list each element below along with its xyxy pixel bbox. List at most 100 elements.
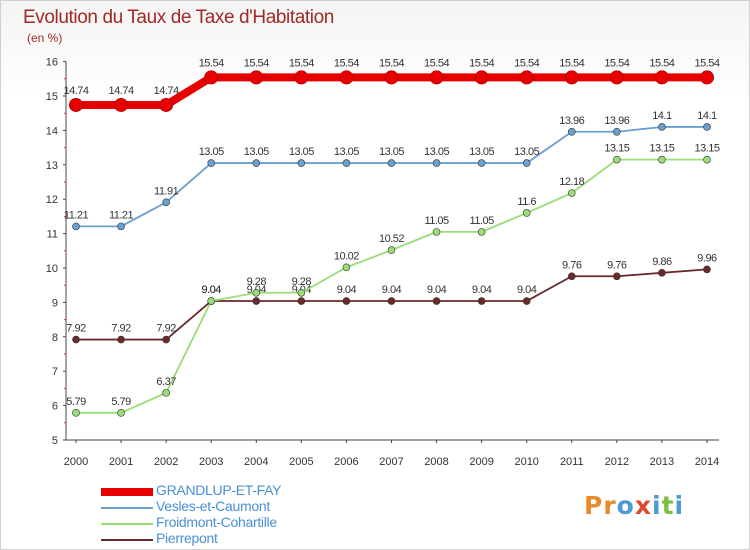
data-label: 11.91 (154, 185, 179, 197)
data-label: 13.15 (604, 143, 629, 155)
data-label: 14.74 (63, 85, 88, 97)
y-tick-label: 8 (52, 332, 58, 344)
data-point (72, 335, 80, 344)
data-label: 15.54 (604, 57, 629, 69)
data-label: 9.28 (247, 276, 267, 288)
y-tick-label: 9 (52, 297, 58, 309)
data-label: 14.1 (652, 110, 672, 122)
data-point (117, 222, 125, 231)
data-point (162, 335, 170, 344)
data-point (432, 297, 441, 305)
data-point (387, 297, 396, 305)
data-label: 13.05 (424, 146, 449, 158)
data-point (519, 70, 534, 85)
x-tick-label: 2008 (424, 456, 448, 468)
data-point (114, 97, 129, 112)
logo-letter: x (634, 491, 652, 520)
chart-subtitle: (en %) (27, 31, 63, 45)
data-label: 7.92 (66, 323, 86, 335)
data-label: 10.02 (334, 250, 359, 262)
data-label: 15.54 (469, 57, 494, 69)
data-point (162, 389, 170, 397)
data-point (658, 123, 666, 131)
data-label: 9.28 (292, 276, 312, 288)
data-label: 11.21 (64, 209, 89, 221)
y-tick-label: 11 (47, 229, 58, 241)
logo-letter: t (661, 491, 675, 520)
data-point (477, 297, 486, 305)
data-label: 15.54 (334, 57, 359, 69)
data-label: 9.96 (697, 252, 717, 264)
proxiti-logo: Proxiti (584, 491, 684, 520)
data-label: 11.05 (470, 215, 495, 227)
data-label: 9.04 (427, 284, 447, 296)
x-tick-label: 2002 (154, 456, 178, 468)
data-label: 15.54 (694, 57, 719, 69)
data-point (387, 159, 396, 167)
logo-letter: i (652, 491, 662, 520)
data-label: 11.05 (424, 215, 449, 227)
data-point (474, 70, 489, 85)
data-label: 14.74 (109, 85, 134, 97)
data-label: 13.05 (199, 146, 224, 158)
data-label: 13.96 (559, 115, 584, 127)
data-point (252, 288, 261, 297)
data-point (252, 297, 261, 305)
data-label: 9.04 (382, 284, 402, 296)
data-point (613, 155, 621, 164)
data-point (658, 269, 666, 277)
data-point (117, 335, 125, 344)
data-label: 12.18 (559, 176, 584, 188)
y-tick-label: 15 (46, 91, 58, 103)
data-label: 9.04 (337, 284, 357, 296)
logo-letter: i (674, 491, 685, 520)
chart-title: Evolution du Taux de Taxe d'Habitation (23, 7, 334, 28)
data-label: 15.54 (559, 57, 584, 69)
x-tick-label: 2011 (560, 456, 584, 468)
data-point (432, 159, 441, 167)
y-tick-label: 10 (46, 263, 58, 275)
y-tick-label: 14 (46, 125, 58, 137)
legend-swatch (101, 539, 153, 541)
data-point (207, 297, 216, 305)
x-tick-label: 2009 (469, 456, 493, 468)
x-tick-label: 2013 (650, 456, 674, 468)
data-point (658, 155, 666, 164)
data-point (252, 159, 261, 167)
data-label: 13.05 (379, 146, 404, 158)
data-point (72, 409, 80, 417)
data-point (249, 70, 264, 85)
data-point (477, 159, 486, 167)
data-point (703, 265, 711, 274)
y-tick-label: 16 (46, 57, 58, 69)
data-label: 14.74 (154, 85, 179, 97)
data-point (613, 127, 621, 136)
data-label: 7.92 (111, 323, 131, 335)
data-point (297, 288, 306, 297)
data-label: 13.05 (334, 146, 359, 158)
x-tick-label: 2000 (64, 456, 88, 468)
data-label: 9.76 (607, 259, 627, 271)
y-tick-label: 6 (52, 401, 58, 413)
data-point (69, 97, 83, 112)
data-point (294, 70, 309, 85)
data-point (342, 263, 351, 272)
data-label: 7.92 (156, 323, 176, 335)
data-label: 14.1 (697, 110, 717, 122)
data-label: 15.54 (649, 57, 674, 69)
x-tick-label: 2006 (334, 456, 358, 468)
x-tick-label: 2003 (199, 456, 223, 468)
data-label: 9.04 (472, 284, 492, 296)
x-tick-label: 2014 (695, 456, 719, 468)
data-point (522, 297, 531, 305)
x-tick-label: 2005 (289, 456, 313, 468)
data-label: 15.54 (244, 57, 269, 69)
data-point (72, 222, 80, 231)
data-point (567, 272, 576, 281)
data-label: 9.04 (517, 284, 537, 296)
logo-letter: o (616, 491, 635, 520)
data-point (567, 189, 576, 197)
data-label: 6.37 (156, 376, 176, 388)
data-point (117, 409, 125, 417)
